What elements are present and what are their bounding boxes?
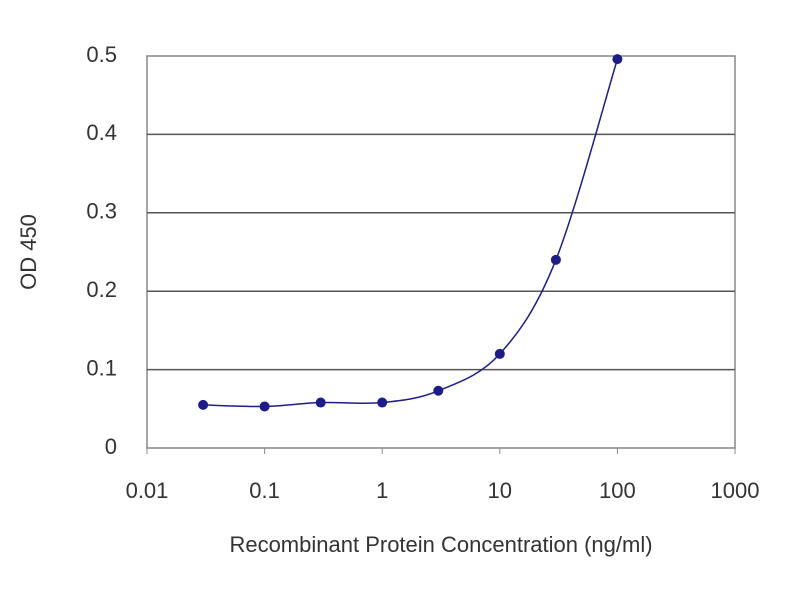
x-axis-label: Recombinant Protein Concentration (ng/ml… [229,532,652,557]
x-tick-label: 10 [488,478,512,503]
y-tick-label: 0.3 [86,199,117,224]
y-tick-label: 0.4 [86,120,117,145]
y-tick-label: 0 [105,434,117,459]
data-point [612,54,623,65]
data-point [315,397,326,408]
data-point [494,348,505,359]
x-tick-label: 0.01 [126,478,169,503]
x-tick-label: 0.1 [249,478,280,503]
plot-area [146,55,736,449]
y-tick-label: 0.5 [86,42,117,67]
y-tick-label: 0.1 [86,355,117,380]
x-tick-label: 100 [599,478,636,503]
data-point [377,397,388,408]
y-tick-label: 0.2 [86,277,117,302]
data-point [433,385,444,396]
data-point [550,254,561,265]
x-tick-label: 1000 [711,478,760,503]
x-tick-label: 1 [376,478,388,503]
y-axis-label: OD 450 [16,214,41,290]
data-point [259,401,270,412]
data-point [198,399,209,410]
